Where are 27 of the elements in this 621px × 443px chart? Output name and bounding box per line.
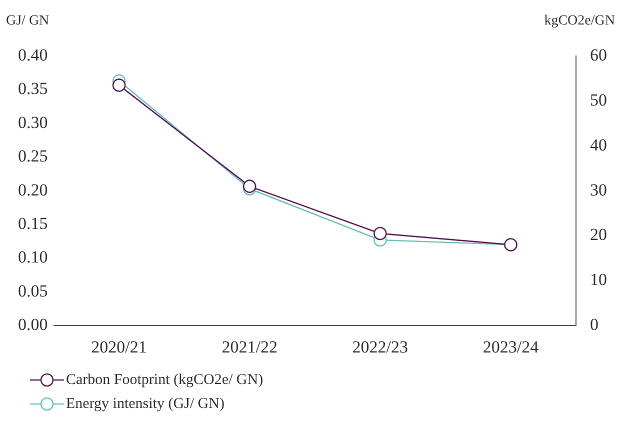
y2-tick-label: 10 [590, 270, 607, 290]
y2-axis-title: kgCO2e/GN [544, 14, 615, 29]
y2-tick-label: 60 [590, 45, 607, 64]
y-tick-label: 0.05 [18, 281, 48, 300]
x-tick-label: 2021/22 [222, 337, 278, 356]
y-axis-title: GJ/ GN [6, 14, 50, 29]
x-tick-label: 2023/24 [482, 337, 540, 356]
x-tick-label: 2020/21 [91, 337, 147, 356]
y-tick-label: 0.35 [18, 79, 48, 98]
point [374, 226, 387, 240]
legend-label: Carbon Footprint (kgCO2e/ GN) [66, 372, 264, 388]
y2-tick-label: 20 [590, 225, 607, 244]
y-tick-label: 0.15 [18, 214, 48, 233]
y-tick-label: 0.30 [18, 112, 48, 132]
y-tick-label: 0.10 [18, 248, 48, 267]
point [242, 180, 256, 193]
x-tick-label: 2022/23 [352, 337, 408, 356]
point [112, 78, 126, 92]
y2-tick-label: 50 [590, 90, 607, 110]
y2-tick-label: 30 [590, 180, 607, 200]
y-tick-label: 0.40 [18, 45, 48, 64]
y-tick-label: 0.25 [18, 146, 48, 166]
y-tick-label: 0.00 [18, 315, 48, 334]
y-tick-label: 0.20 [18, 180, 48, 200]
legend-label: Energy intensity (GJ/ GN) [66, 396, 224, 412]
y2-tick-label: 0 [590, 315, 598, 334]
y2-tick-label: 40 [590, 135, 607, 154]
